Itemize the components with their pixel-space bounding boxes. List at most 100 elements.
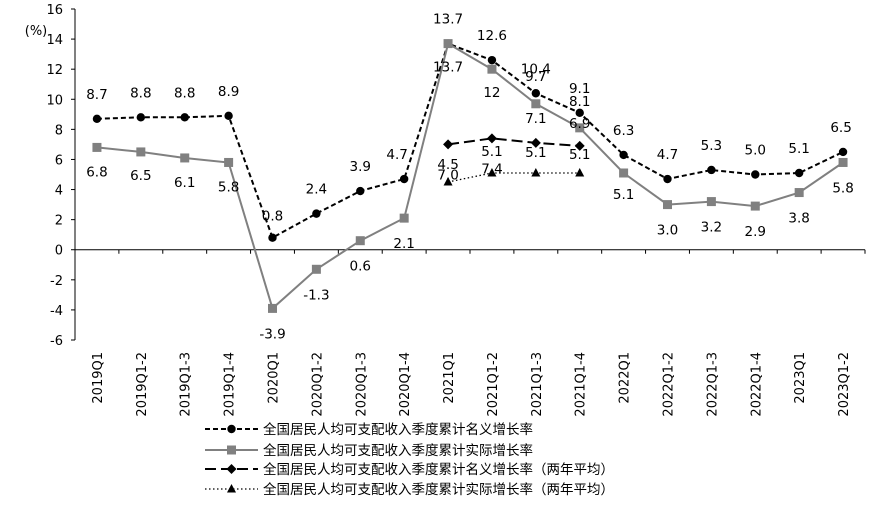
x-tick-label: 2022Q1: [618, 352, 633, 404]
series-0-marker: [838, 147, 848, 157]
x-tick-label: 2020Q1-2: [310, 352, 325, 417]
series-1-data-label: 12: [483, 85, 500, 101]
legend-marker-0: [227, 424, 236, 434]
series-2-marker: [530, 137, 541, 148]
series-1-data-label: 5.8: [218, 179, 239, 195]
series-0-data-label: 4.7: [386, 147, 407, 163]
series-0-marker: [268, 233, 277, 242]
series-0-marker: [663, 174, 672, 184]
series-1-data-label: 2.1: [393, 236, 414, 252]
series-1-marker: [750, 201, 760, 211]
series-1-marker: [224, 157, 234, 167]
series-0-marker: [92, 114, 102, 124]
x-tick-label: 2021Q1-4: [574, 352, 589, 417]
legend-label-1: 全国居民人均可支配收入季度累计实际增长率: [263, 442, 533, 459]
legend-marker-3: [227, 484, 236, 493]
x-tick-label: 2020Q1-3: [354, 352, 369, 417]
series-3-marker: [487, 167, 497, 177]
x-tick-label: 2022Q1-3: [705, 352, 720, 417]
series-0-data-label: 4.7: [657, 147, 678, 163]
series-0-marker: [487, 55, 497, 65]
series-1-line: [96, 42, 844, 311]
series-2-marker: [443, 139, 454, 150]
series-1-marker: [575, 123, 585, 133]
series-0-data-label: 6.5: [830, 120, 851, 136]
data-labels: 8.7 8.8 8.8 8.9 0.8 2.4 3.9 4.7 13.7 12.6 10.4 9.1 6…: [86, 12, 854, 343]
series-2-line: [447, 137, 580, 147]
series-0-marker: [356, 186, 365, 196]
series-0-data-label: 9.1: [569, 81, 590, 97]
series-2-data-label: 6.9: [569, 116, 590, 132]
series-1-marker: [794, 188, 804, 198]
y-tick-label: 2: [55, 214, 63, 229]
x-tick-label: 2020Q1: [267, 352, 282, 404]
x-tick-label: 2020Q1-4: [398, 352, 413, 417]
y-tick-label: 12: [46, 63, 63, 78]
series-1-data-label: 2.9: [745, 224, 766, 240]
series-3-data-label: 5.1: [569, 147, 590, 163]
series-0-data-label: 8.8: [130, 85, 151, 101]
x-tick-label: 2021Q1-2: [486, 352, 501, 417]
y-tick-label: 16: [46, 3, 63, 18]
series-1-marker: [443, 39, 453, 49]
series-1-data-label: 6.5: [130, 168, 151, 184]
series-1-data-label: 3.8: [788, 211, 809, 227]
series-0-data-label: 8.9: [218, 84, 239, 100]
legend-label-0: 全国居民人均可支配收入季度累计名义增长率: [263, 421, 533, 438]
y-unit-label: (%): [25, 24, 48, 39]
series-1-data-label: 8.1: [569, 94, 590, 110]
series-1-marker: [706, 197, 716, 207]
series-0-marker: [751, 170, 760, 179]
x-tick-label: 2019Q1-3: [179, 352, 194, 417]
series-markers: [92, 39, 848, 313]
series-0-data-label: 2.4: [306, 182, 327, 198]
series-0-data-label: 5.3: [701, 138, 722, 154]
y-tick-label: 6: [55, 153, 63, 168]
series-1-data-label: 3.2: [701, 220, 722, 236]
x-tick-label: 2023Q1-2: [837, 352, 852, 417]
series-3-data-label: 5.1: [525, 145, 546, 161]
series-1-marker: [268, 303, 277, 313]
y-tick-label: 4: [55, 184, 63, 199]
series-1-marker: [136, 147, 146, 157]
series-1-marker: [487, 64, 497, 74]
series-1-marker: [180, 153, 190, 163]
series-0-data-label: 5.0: [745, 143, 766, 159]
series-0-marker: [399, 174, 409, 184]
x-tick-label: 2022Q1-4: [749, 352, 764, 417]
series-1-marker: [531, 99, 541, 109]
y-tick-label: 0: [55, 244, 63, 259]
y-tick-label: 8: [55, 123, 63, 138]
series-0-marker: [312, 209, 321, 218]
series-0-data-label: 13.7: [433, 12, 463, 28]
series-3-marker: [575, 167, 585, 177]
series-3-data-label: 4.5: [437, 157, 458, 173]
series-0-data-label: 6.3: [613, 123, 634, 139]
series-0-line: [96, 42, 844, 240]
x-tick-label: 2019Q1-2: [135, 352, 150, 417]
series-3-data-label: 5.1: [481, 144, 502, 160]
series-lines: [96, 42, 844, 311]
series-1-data-label: -1.3: [303, 287, 329, 303]
series-0-data-label: 12.6: [477, 28, 507, 44]
legend-marker-2: [226, 464, 237, 474]
series-0-marker: [794, 168, 804, 178]
series-3-marker: [531, 167, 541, 177]
x-tick-label: 2019Q1: [91, 352, 106, 404]
series-1-data-label: 5.8: [832, 180, 853, 196]
series-1-data-label: 0.6: [350, 259, 371, 275]
series-0-data-label: 3.9: [350, 159, 371, 175]
series-0-marker: [531, 89, 541, 98]
series-2-marker: [574, 140, 585, 151]
series-1-marker: [311, 264, 321, 274]
legend: 全国居民人均可支配收入季度累计名义增长率全国居民人均可支配收入季度累计实际增长率…: [205, 421, 614, 498]
series-0-data-label: 8.7: [86, 87, 107, 103]
series-1-marker: [355, 236, 365, 246]
x-tick-label: 2021Q1: [442, 352, 457, 404]
series-3-line: [447, 172, 580, 183]
series-1-marker: [663, 200, 672, 210]
series-0-marker: [707, 165, 716, 175]
x-tick-label: 2019Q1-4: [223, 352, 238, 417]
